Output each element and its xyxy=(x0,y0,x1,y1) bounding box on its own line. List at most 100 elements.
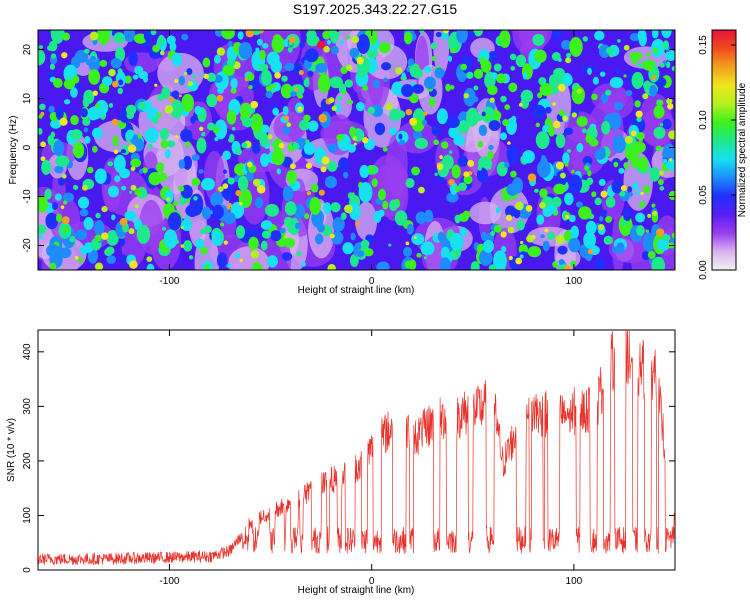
heatmap-cell xyxy=(463,92,469,99)
heatmap-cell xyxy=(226,109,237,125)
heatmap-cell xyxy=(363,248,374,257)
heatmap-cell xyxy=(576,116,588,127)
heatmap-cell xyxy=(552,30,562,40)
heatmap-cell xyxy=(304,48,319,63)
heatmap-cell xyxy=(651,74,657,80)
heatmap-cell xyxy=(472,96,479,103)
heatmap-cell xyxy=(495,206,501,214)
heatmap-cell xyxy=(221,30,235,40)
heatmap-cell xyxy=(562,152,570,165)
heatmap-cell xyxy=(539,83,553,97)
heatmap-cell xyxy=(622,208,632,222)
heatmap-cell xyxy=(628,191,633,197)
heatmap-cell xyxy=(498,30,511,48)
heatmap-cell xyxy=(107,185,120,198)
heatmap-cell xyxy=(162,226,167,231)
heatmap-cell xyxy=(108,68,116,77)
colorbar-axis: 0.00 0.05 0.10 0.15 xyxy=(698,35,736,280)
heatmap-cell xyxy=(374,122,386,136)
heatmap-cell xyxy=(605,196,616,208)
heatmap-cell xyxy=(175,135,179,139)
heatmap-cell xyxy=(222,169,228,174)
heatmap-cell xyxy=(213,54,221,64)
heatmap-cell xyxy=(510,65,516,71)
heatmap-cell xyxy=(284,235,288,239)
heatmap-cell xyxy=(286,170,297,184)
heatmap-cell xyxy=(412,68,424,79)
heatmap-cell xyxy=(634,100,641,108)
heatmap-cell xyxy=(372,79,381,89)
heatmap-cell xyxy=(101,76,113,87)
heatmap-cell xyxy=(201,132,206,137)
heatmap-cell xyxy=(553,120,561,129)
heatmap-cell xyxy=(423,111,428,116)
heatmap-cell xyxy=(555,234,565,244)
heatmap-cell xyxy=(86,166,94,174)
heatmap-cell xyxy=(581,128,587,134)
heatmap-cell xyxy=(38,224,47,235)
heatmap-cell xyxy=(152,44,161,53)
heatmap-cell xyxy=(101,232,109,240)
heatmap-cell xyxy=(189,193,204,216)
heatmap-cell xyxy=(413,236,417,240)
heatmap-cell xyxy=(511,177,524,194)
heatmap-cell xyxy=(136,224,151,244)
heatmap-cell xyxy=(611,179,623,194)
heatmap-cell xyxy=(284,62,295,72)
heatmap-cell xyxy=(82,184,89,191)
heatmap-cell xyxy=(219,222,225,227)
heatmap-cell xyxy=(284,201,297,216)
heatmap-cell xyxy=(601,209,608,217)
heatmap-cell xyxy=(194,105,202,115)
heatmap-cell xyxy=(340,212,347,220)
heatmap-cell xyxy=(555,133,566,149)
heatmap-cell xyxy=(157,165,161,170)
heatmap-cell xyxy=(130,158,142,168)
heatmap-cell xyxy=(187,81,194,87)
heatmap-cell xyxy=(656,238,671,251)
heatmap-cell xyxy=(40,111,45,116)
heatmap-cell xyxy=(146,263,155,270)
heatmap-cell xyxy=(272,107,280,116)
heatmap-cell xyxy=(568,238,581,253)
heatmap-cell xyxy=(411,233,425,246)
heatmap-cell xyxy=(262,42,269,49)
heatmap-cell xyxy=(576,88,583,94)
heatmap-cell xyxy=(239,258,243,263)
heatmap-cell xyxy=(520,89,534,103)
heatmap-cell xyxy=(54,193,62,201)
heatmap-cell xyxy=(532,104,546,120)
heatmap-cell xyxy=(653,105,665,119)
heatmap-cell xyxy=(504,161,510,168)
heatmap-cell xyxy=(337,95,343,101)
heatmap-cell xyxy=(54,165,64,174)
heatmap-cell xyxy=(542,240,550,252)
heatmap-cell xyxy=(355,101,365,112)
heatmap-cell xyxy=(434,67,445,79)
heatmap-cell xyxy=(636,52,643,60)
heatmap-cell xyxy=(588,138,599,147)
heatmap-cell xyxy=(178,94,182,98)
heatmap-cell xyxy=(53,78,63,88)
heatmap-cell xyxy=(382,200,389,210)
heatmap-cell xyxy=(91,127,103,139)
heatmap-cell xyxy=(587,249,594,255)
heatmap-cell xyxy=(502,119,510,127)
heatmap-cell xyxy=(201,177,216,191)
heatmap-cell xyxy=(38,127,43,135)
heatmap-cell xyxy=(555,170,568,187)
heatmap-cell xyxy=(281,75,288,82)
heatmap-cell xyxy=(59,117,68,126)
colorbar-tick-label: 0.15 xyxy=(698,35,709,55)
heatmap-cell xyxy=(477,165,483,171)
heatmap-cell xyxy=(231,126,236,131)
heatmap-cell xyxy=(649,84,658,97)
heatmap-cell xyxy=(157,93,165,101)
heatmap-cell xyxy=(327,161,338,172)
heatmap-cell xyxy=(548,74,558,88)
heatmap-cell xyxy=(564,162,569,167)
heatmap-cell xyxy=(181,218,192,232)
heatmap-cell xyxy=(129,260,138,269)
spectrogram-x-axis: -100 0 100 xyxy=(159,30,583,287)
heatmap-cell xyxy=(110,58,122,69)
